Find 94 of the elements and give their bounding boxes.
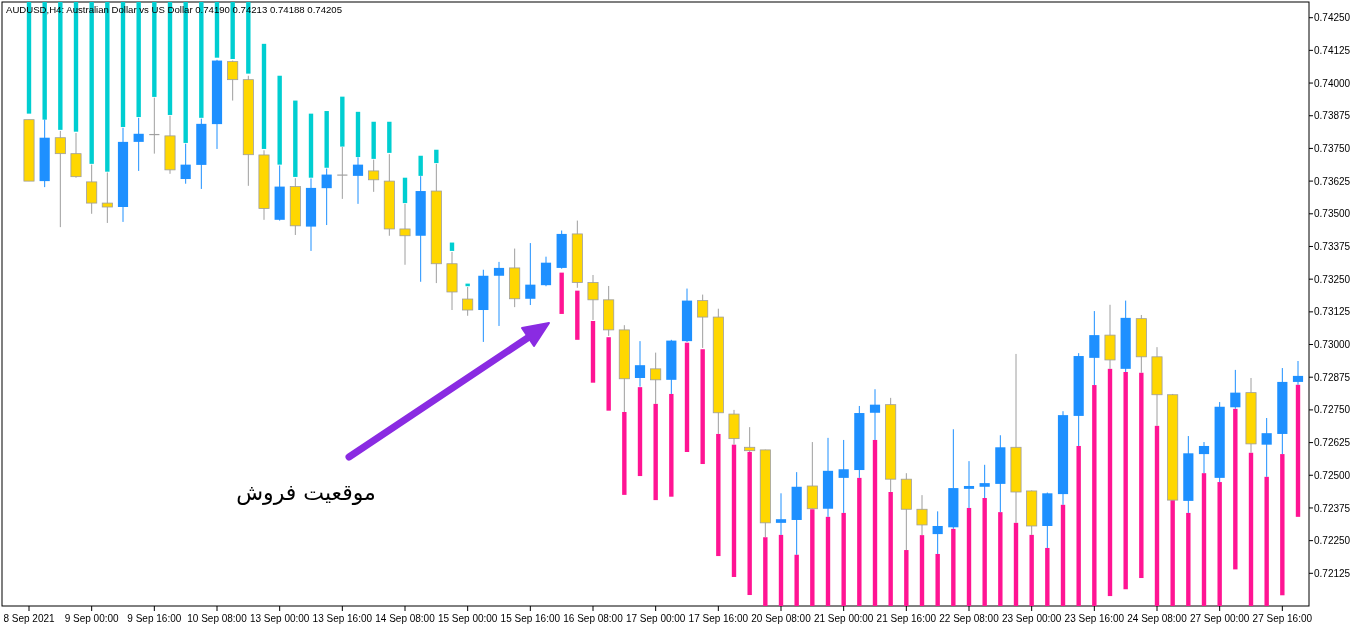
y-tick-label: 0.73750	[1314, 143, 1351, 155]
bar	[1201, 473, 1207, 606]
bar	[1186, 512, 1191, 606]
x-tick-label: 13 Sep 00:00	[249, 613, 310, 624]
bar	[559, 272, 564, 314]
bar	[387, 121, 392, 153]
y-tick-label: 0.74250	[1314, 12, 1351, 24]
y-tick-label: 0.72375	[1314, 502, 1351, 514]
bar	[293, 100, 298, 177]
bar	[1092, 385, 1097, 606]
y-tick-label: 0.72625	[1314, 437, 1351, 449]
x-tick-label: 9 Sep 16:00	[127, 613, 182, 624]
bar	[888, 492, 893, 606]
bar	[1248, 452, 1254, 606]
annotation: موقعیت فروش	[236, 480, 376, 506]
x-tick-label: 21 Sep 16:00	[876, 613, 937, 624]
x-tick-label: 15 Sep 16:00	[500, 613, 561, 624]
y-tick-label: 0.73250	[1314, 273, 1351, 285]
bar	[1154, 425, 1160, 606]
bar	[355, 111, 361, 158]
bar	[998, 512, 1003, 606]
bar	[794, 554, 799, 606]
bar	[669, 393, 674, 497]
bar	[277, 75, 282, 165]
x-tick-label: 15 Sep 00:00	[437, 613, 498, 624]
x-tick-label: 13 Sep 16:00	[312, 613, 373, 624]
bar	[606, 337, 611, 411]
bar	[716, 433, 721, 557]
y-tick-label: 0.74125	[1314, 44, 1351, 56]
bar	[434, 149, 439, 164]
y-tick-label: 0.73875	[1314, 110, 1351, 122]
y-tick-label: 0.73000	[1314, 339, 1351, 351]
bar	[261, 43, 267, 149]
bar	[653, 403, 658, 501]
bar	[778, 534, 784, 606]
x-tick-label: 24 Sep 08:00	[1127, 613, 1188, 624]
x-tick-label: 9 Sep 00:00	[64, 613, 120, 624]
bar	[637, 387, 643, 477]
bar	[935, 553, 940, 606]
y-tick-label: 0.72250	[1314, 535, 1351, 547]
x-tick-label: 23 Sep 16:00	[1064, 613, 1125, 624]
bar	[1076, 445, 1081, 606]
y-tick-label: 0.73625	[1314, 175, 1351, 187]
bar	[575, 290, 580, 340]
y-tick-label: 0.73125	[1314, 306, 1351, 318]
bar	[402, 177, 408, 204]
x-tick-label: 27 Sep 16:00	[1252, 613, 1313, 624]
x-tick-label: 23 Sep 00:00	[1001, 613, 1062, 624]
bar	[872, 439, 878, 606]
bar	[465, 283, 470, 287]
bar	[1029, 534, 1034, 606]
bar	[590, 321, 596, 383]
bar	[1280, 454, 1285, 596]
y-tick-label: 0.73375	[1314, 241, 1351, 253]
x-tick-label: 10 Sep 08:00	[187, 613, 248, 624]
bar	[700, 349, 705, 465]
bar	[1060, 504, 1066, 606]
bar	[982, 498, 987, 606]
x-tick-label: 16 Sep 08:00	[563, 613, 624, 624]
bar	[966, 507, 972, 606]
bar	[136, 2, 141, 118]
x-tick-label: 8 Sep 2021	[3, 613, 56, 624]
bar	[763, 537, 768, 606]
bar	[622, 411, 627, 495]
bar	[418, 155, 423, 176]
bar	[904, 550, 909, 606]
bar	[308, 113, 314, 178]
bar	[1217, 482, 1222, 606]
bar	[1045, 547, 1050, 606]
x-tick-label: 20 Sep 08:00	[751, 613, 812, 624]
bar	[731, 444, 737, 577]
y-tick-label: 0.73500	[1314, 208, 1351, 220]
y-tick-label: 0.72125	[1314, 567, 1351, 579]
bar	[1107, 368, 1113, 597]
x-tick-label: 17 Sep 00:00	[625, 613, 686, 624]
bar	[857, 477, 862, 606]
bar	[919, 535, 925, 606]
x-tick-label: 14 Sep 08:00	[375, 613, 436, 624]
y-tick-label: 0.72500	[1314, 469, 1351, 481]
x-tick-label: 17 Sep 16:00	[688, 613, 749, 624]
x-tick-label: 27 Sep 00:00	[1189, 613, 1250, 624]
y-tick-label: 0.72875	[1314, 371, 1351, 383]
x-tick-label: 22 Sep 08:00	[939, 613, 1000, 624]
bar	[825, 516, 831, 606]
y-tick-label: 0.72750	[1314, 404, 1351, 416]
bar	[340, 96, 345, 147]
bar	[371, 121, 376, 159]
bar	[841, 512, 846, 606]
x-tick-label: 21 Sep 00:00	[813, 613, 874, 624]
bar	[1264, 476, 1269, 606]
bar	[1139, 372, 1144, 579]
y-tick-label: 0.74000	[1314, 77, 1351, 89]
bar	[1013, 522, 1019, 606]
bar	[324, 111, 329, 168]
